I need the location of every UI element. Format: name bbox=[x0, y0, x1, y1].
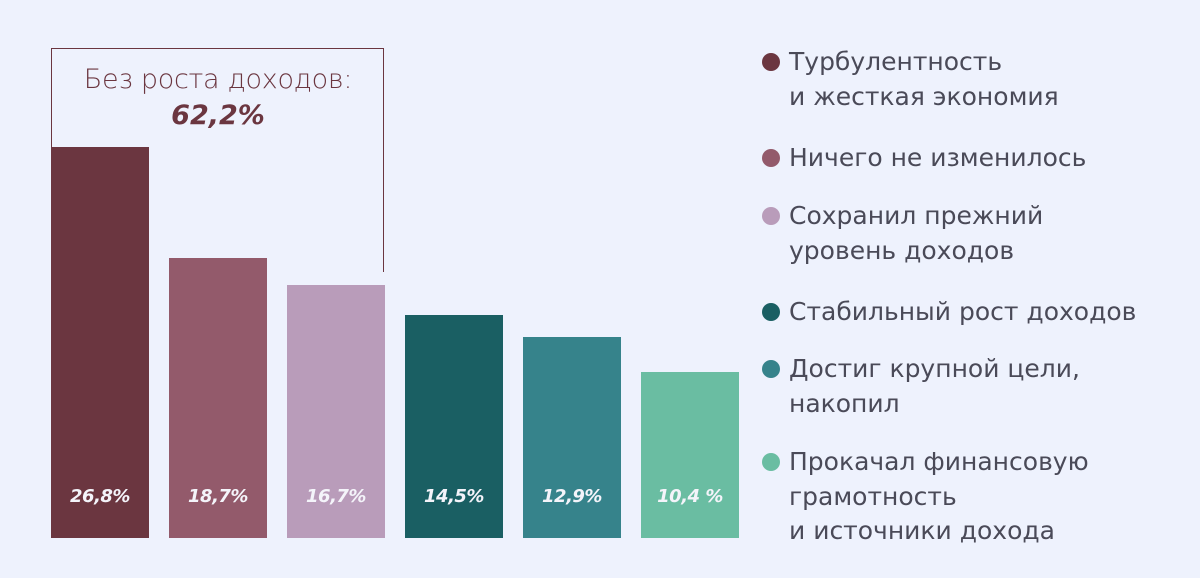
legend-item: Прокачал финансовую грамотность и источн… bbox=[762, 445, 1089, 549]
legend-item: Стабильный рост доходов bbox=[762, 295, 1136, 330]
legend-label: Стабильный рост доходов bbox=[789, 297, 1137, 326]
legend-dot-icon bbox=[762, 53, 780, 71]
data-label: 16,7% bbox=[306, 486, 366, 507]
legend-label: Прокачал финансовую грамотность и источн… bbox=[789, 447, 1089, 545]
legend-dot-icon bbox=[762, 303, 780, 321]
legend-label: Сохранил прежний уровень доходов bbox=[789, 201, 1044, 265]
data-label: 26,8% bbox=[70, 486, 130, 507]
legend-label: Достиг крупной цели, накопил bbox=[789, 354, 1080, 418]
legend-item: Достиг крупной цели, накопил bbox=[762, 352, 1080, 421]
bar bbox=[641, 371, 739, 538]
bar bbox=[523, 337, 621, 538]
annotation-title: Без роста доходов: bbox=[83, 64, 353, 95]
bar bbox=[405, 315, 503, 538]
legend-dot-icon bbox=[762, 149, 780, 167]
annotation-value: 62,2% bbox=[171, 100, 265, 131]
data-label: 14,5% bbox=[424, 486, 484, 507]
legend-dot-icon bbox=[762, 207, 780, 225]
legend-item: Сохранил прежний уровень доходов bbox=[762, 199, 1043, 268]
legend-label: Ничего не изменилось bbox=[789, 143, 1087, 172]
legend-dot-icon bbox=[762, 453, 780, 471]
data-label: 10,4 % bbox=[657, 486, 723, 507]
legend-label: Турбулентность и жесткая экономия bbox=[789, 47, 1059, 111]
bar bbox=[287, 285, 385, 538]
data-label: 18,7% bbox=[188, 486, 248, 507]
bar bbox=[51, 146, 149, 538]
bar bbox=[169, 257, 267, 538]
legend-dot-icon bbox=[762, 360, 780, 378]
legend-item: Турбулентность и жесткая экономия bbox=[762, 45, 1059, 114]
data-label: 12,9% bbox=[542, 486, 602, 507]
legend-item: Ничего не изменилось bbox=[762, 141, 1086, 176]
